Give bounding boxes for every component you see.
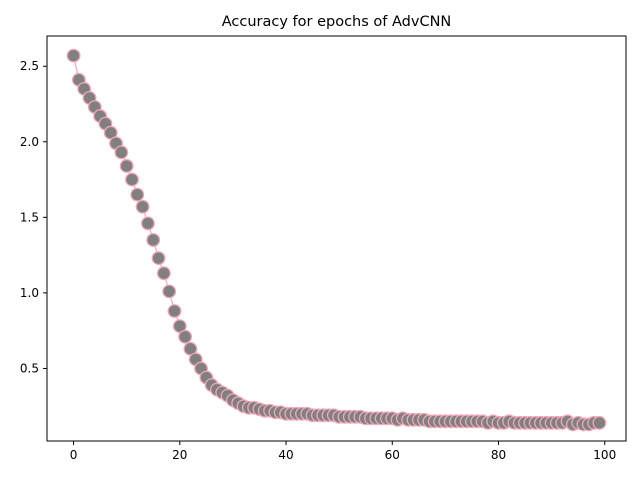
data-point xyxy=(592,415,607,430)
plot-frame xyxy=(46,35,627,442)
data-point xyxy=(151,251,166,266)
data-point xyxy=(66,48,81,63)
y-tick-label: 0.5 xyxy=(20,361,39,375)
data-point xyxy=(130,187,145,202)
series-layer xyxy=(66,48,607,432)
x-tick-label: 100 xyxy=(593,448,616,462)
data-point xyxy=(162,284,177,299)
y-axis: 0.5 1.0 1.5 2.0 2.5 xyxy=(20,59,47,375)
y-tick-label: 2.0 xyxy=(20,135,39,149)
x-tick-label: 80 xyxy=(491,448,506,462)
data-point xyxy=(178,329,193,344)
data-point xyxy=(146,233,161,247)
x-tick-label: 20 xyxy=(172,448,187,462)
y-tick-label: 1.5 xyxy=(20,210,39,224)
y-tick-label: 1.0 xyxy=(20,286,39,300)
data-point xyxy=(135,199,150,214)
data-point xyxy=(114,145,129,160)
data-point xyxy=(140,216,155,231)
data-point xyxy=(119,159,134,173)
data-point xyxy=(156,266,171,281)
y-tick-label: 2.5 xyxy=(20,59,39,73)
x-tick-label: 40 xyxy=(278,448,293,462)
data-point xyxy=(125,172,139,187)
x-axis: 0 20 40 60 80 100 xyxy=(70,441,616,462)
x-tick-label: 0 xyxy=(70,448,78,462)
data-point xyxy=(167,304,182,318)
x-tick-label: 60 xyxy=(385,448,400,462)
chart-title: Accuracy for epochs of AdvCNN xyxy=(222,14,452,30)
